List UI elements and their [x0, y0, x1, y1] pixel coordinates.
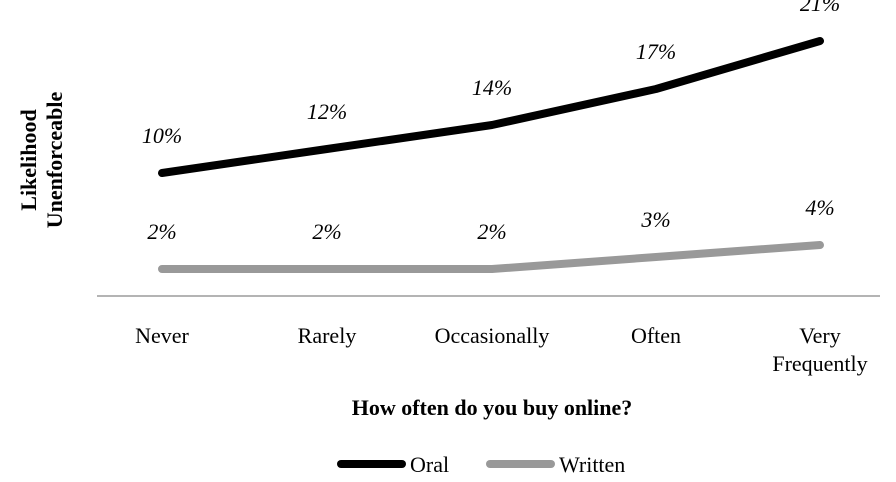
data-label-written-3: 3%: [640, 207, 670, 232]
data-label-written-4: 4%: [805, 195, 834, 220]
series-line-written: [158, 241, 824, 273]
data-label-oral-2: 14%: [472, 75, 512, 100]
legend-label-written: Written: [559, 452, 625, 477]
x-tick-label-1: Rarely: [298, 323, 357, 348]
y-axis-title: Likelihood Unenforceable: [16, 92, 67, 229]
data-label-written-2: 2%: [477, 219, 506, 244]
series-line-oral: [158, 37, 824, 177]
data-label-oral-1: 12%: [307, 99, 347, 124]
legend: Oral Written: [337, 452, 625, 477]
data-label-oral-3: 17%: [636, 39, 676, 64]
x-tick-label-0: Never: [135, 323, 189, 348]
data-label-oral-0: 10%: [142, 123, 182, 148]
series-layer: [158, 37, 824, 273]
x-tick-labels: Never Rarely Occasionally Often Very Frequent…: [135, 323, 868, 376]
data-label-oral-4: 21%: [800, 0, 840, 16]
y-axis-title-line-1: Likelihood: [16, 109, 41, 210]
data-label-written-1: 2%: [312, 219, 341, 244]
x-axis-title: How often do you buy online?: [352, 395, 633, 420]
x-tick-label-2: Occasionally: [435, 323, 550, 348]
x-tick-label-4: Very Frequently: [772, 323, 867, 376]
legend-label-oral: Oral: [410, 452, 449, 477]
data-label-written-0: 2%: [147, 219, 176, 244]
data-labels-layer: 10% 12% 14% 17% 21% 2% 2% 2% 3% 4%: [142, 0, 840, 244]
y-axis-title-line-2: Unenforceable: [42, 92, 67, 229]
x-tick-label-3: Often: [631, 323, 681, 348]
